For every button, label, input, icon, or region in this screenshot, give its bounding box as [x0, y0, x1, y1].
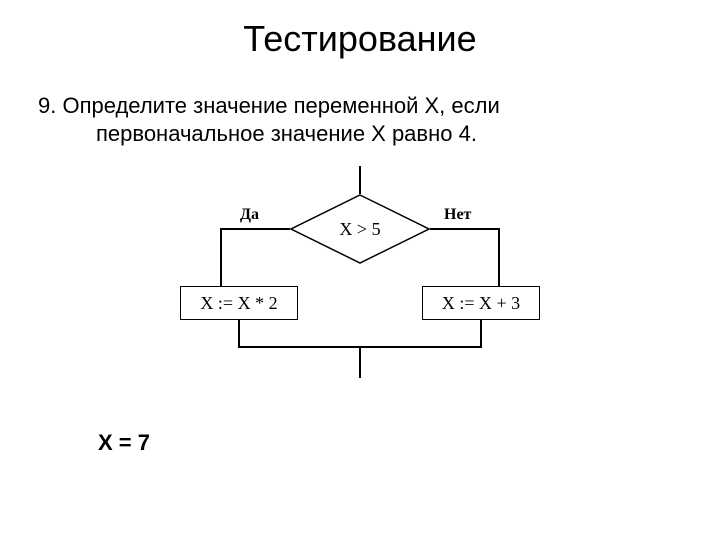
slide: Тестирование 9. Определите значение пере…	[0, 0, 720, 540]
decision-label: X > 5	[290, 194, 430, 264]
branch-no-label: Нет	[444, 206, 471, 224]
flow-right-v2	[480, 320, 482, 346]
flow-left-h1	[220, 228, 290, 230]
process-right: X := X + 3	[422, 286, 540, 320]
flow-right-v1	[498, 228, 500, 286]
flow-exit-line	[359, 346, 361, 378]
flowchart: X > 5 Да Нет X := X * 2 X := X + 3	[180, 166, 540, 386]
decision-node: X > 5	[290, 194, 430, 264]
question-line-2: первоначальное значение Х равно 4.	[38, 120, 658, 148]
branch-yes-label: Да	[240, 206, 259, 224]
question-text: 9. Определите значение переменной Х, есл…	[38, 92, 658, 147]
answer-text: X = 7	[98, 430, 150, 456]
process-left-label: X := X * 2	[200, 293, 277, 314]
flow-left-v1	[220, 228, 222, 286]
process-right-label: X := X + 3	[442, 293, 520, 314]
process-left: X := X * 2	[180, 286, 298, 320]
flow-entry-line	[359, 166, 361, 194]
question-line-1: 9. Определите значение переменной Х, есл…	[38, 93, 500, 118]
flow-left-v2	[238, 320, 240, 346]
flow-right-h1	[430, 228, 500, 230]
page-title: Тестирование	[0, 18, 720, 60]
